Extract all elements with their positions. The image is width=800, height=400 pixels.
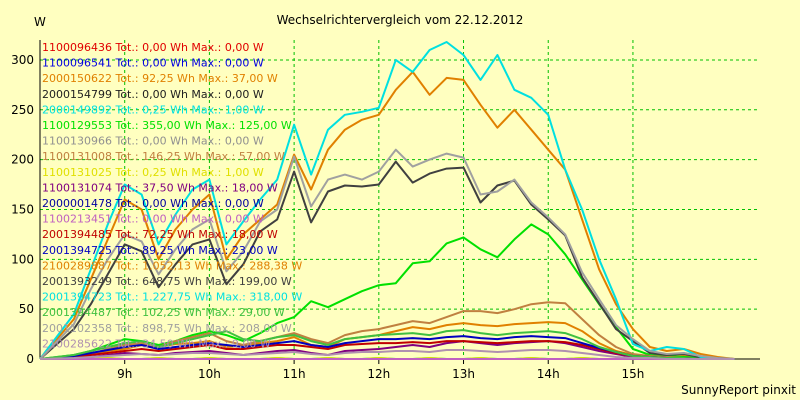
legend: 1100096436 Tot.: 0,00 Wh Max.: 0,00 W 110… bbox=[42, 41, 302, 350]
legend-entry-15: 2100289887 Tot.: 1.052,13 Wh Max.: 288,3… bbox=[42, 259, 302, 272]
series-line-17 bbox=[39, 41, 735, 360]
y-axis-label: W bbox=[34, 15, 46, 29]
legend-entry-13: 2001394485 Tot.: 72,25 Wh Max.: 18,00 W bbox=[42, 228, 278, 241]
x-tick-label: 13h bbox=[452, 367, 475, 381]
legend-entry-10: 1100131074 Tot.: 37,50 Wh Max.: 18,00 W bbox=[42, 181, 278, 194]
legend-entry-4: 2000154799 Tot.: 0,00 Wh Max.: 0,00 W bbox=[42, 88, 264, 101]
x-tick-label: 12h bbox=[367, 367, 390, 381]
series-lines bbox=[39, 41, 735, 360]
legend-entry-16: 2001393249 Tot.: 648,75 Wh Max.: 199,00 … bbox=[42, 275, 292, 288]
legend-entry-19: 2001102358 Tot.: 898,75 Wh Max.: 208,00 … bbox=[42, 322, 292, 335]
y-tick-label: 300 bbox=[11, 53, 34, 67]
y-tick-label: 200 bbox=[11, 153, 34, 167]
series-line-16 bbox=[39, 160, 735, 360]
x-tick-label: 11h bbox=[283, 367, 306, 381]
y-tick-label: 150 bbox=[11, 202, 34, 216]
legend-entry-9: 1100131025 Tot.: 0,25 Wh Max.: 1,00 W bbox=[42, 166, 264, 179]
series-line-19 bbox=[39, 148, 735, 360]
legend-entry-7: 1100130966 Tot.: 0,00 Wh Max.: 0,00 W bbox=[42, 135, 264, 148]
legend-entry-2: 1100096541 Tot.: 0,00 Wh Max.: 0,00 W bbox=[42, 57, 264, 70]
legend-entry-17: 2001394723 Tot.: 1.227,75 Wh Max.: 318,0… bbox=[42, 291, 302, 304]
legend-entry-6: 1100129553 Tot.: 355,00 Wh Max.: 125,00 … bbox=[42, 119, 292, 132]
y-tick-label: 100 bbox=[11, 252, 34, 266]
y-tick-label: 0 bbox=[26, 352, 34, 366]
legend-entry-8: 1100131008 Tot.: 146,25 Wh Max.: 57,00 W bbox=[42, 150, 285, 163]
y-tick-label: 50 bbox=[19, 302, 34, 316]
series-line-20 bbox=[39, 349, 735, 360]
x-tick-label: 15h bbox=[622, 367, 645, 381]
x-tick-label: 10h bbox=[198, 367, 221, 381]
series-line-18 bbox=[39, 329, 735, 360]
x-tick-label: 14h bbox=[537, 367, 560, 381]
legend-entry-14: 2001394725 Tot.: 89,25 Wh Max.: 23,00 W bbox=[42, 244, 278, 257]
legend-entry-5: 2000149892 Tot.: 0,25 Wh Max.: 1,00 W bbox=[42, 103, 264, 116]
x-tick-label: 9h bbox=[117, 367, 132, 381]
y-tick-label: 250 bbox=[11, 103, 34, 117]
chart-title: Wechselrichtervergleich vom 22.12.2012 bbox=[277, 13, 524, 27]
series-line-8 bbox=[39, 301, 735, 360]
legend-entry-1: 1100096436 Tot.: 0,00 Wh Max.: 0,00 W bbox=[42, 41, 264, 54]
legend-entry-20: 2100285622 Tot.: 34,50 Wh Max.: 9,00 W bbox=[42, 337, 271, 350]
legend-entry-18: 2001394487 Tot.: 102,25 Wh Max.: 29,00 W bbox=[42, 306, 285, 319]
legend-entry-11: 2000001478 Tot.: 0,00 Wh Max.: 0,00 W bbox=[42, 197, 264, 210]
legend-entry-3: 2000150622 Tot.: 92,25 Wh Max.: 37,00 W bbox=[42, 72, 278, 85]
legend-entry-12: 1100213451 Tot.: 0,00 Wh Max.: 0,00 W bbox=[42, 213, 264, 226]
grid-lines bbox=[40, 40, 760, 359]
footer-credit: SunnyReport pinxit bbox=[681, 383, 796, 397]
